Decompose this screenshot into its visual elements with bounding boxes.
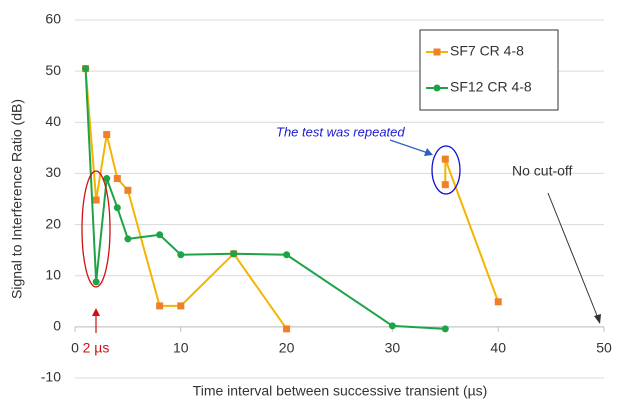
highlight-ellipse — [81, 170, 111, 288]
data-point — [82, 65, 90, 73]
data-point — [124, 235, 132, 243]
x-tick-label: 0 — [71, 340, 79, 356]
highlight-ellipse — [431, 145, 461, 195]
y-tick-label: 20 — [45, 215, 61, 231]
annotation: The test was repeated — [276, 124, 405, 139]
data-point — [92, 278, 100, 286]
data-point — [388, 322, 396, 330]
data-point — [177, 251, 185, 259]
legend-label: SF7 CR 4-8 — [450, 43, 524, 59]
x-tick-label: 20 — [279, 340, 295, 356]
y-tick-label: -10 — [41, 369, 61, 385]
data-point — [124, 186, 132, 194]
data-point — [103, 131, 111, 139]
x-tick-label: 50 — [596, 340, 612, 356]
data-point — [441, 155, 449, 163]
legend-marker — [433, 84, 441, 92]
x-tick-label: 10 — [173, 340, 189, 356]
legend-box — [419, 29, 559, 111]
y-tick-label: 0 — [53, 318, 61, 334]
y-tick-label: 50 — [45, 62, 61, 78]
y-tick-label: 10 — [45, 266, 61, 282]
y-tick-label: 30 — [45, 164, 61, 180]
y-axis-label: Signal to Interference Ratio (dB) — [9, 99, 25, 299]
data-point — [283, 251, 291, 259]
legend-marker — [433, 48, 441, 56]
arrowhead — [424, 148, 433, 156]
plot-area: -10 0 10 20 30 40 50 60 0 10 20 30 40 50 SF7 CR 4-8 SF1… — [41, 11, 612, 385]
y-tick-label: 40 — [45, 113, 61, 129]
data-point — [113, 175, 121, 183]
data-point — [156, 231, 164, 239]
annotation: 2 µs — [83, 340, 110, 356]
annotation: No cut-off — [512, 163, 573, 179]
y-tick-label: 60 — [45, 11, 61, 27]
x-tick-label: 30 — [385, 340, 401, 356]
data-point — [441, 325, 449, 333]
data-point — [494, 298, 502, 306]
data-point — [441, 181, 449, 189]
data-point — [113, 204, 121, 212]
arrowhead — [594, 314, 601, 324]
data-point — [103, 175, 111, 183]
data-point — [283, 325, 291, 333]
arrow — [389, 139, 429, 154]
data-point — [177, 302, 185, 310]
arrow — [547, 192, 599, 319]
data-point — [92, 196, 100, 204]
legend-label: SF12 CR 4-8 — [450, 79, 532, 95]
arrowhead — [92, 308, 100, 316]
x-axis-label: Time interval between successive transie… — [193, 383, 488, 399]
x-tick-label: 40 — [490, 340, 506, 356]
data-point — [156, 302, 164, 310]
data-point — [230, 250, 238, 258]
